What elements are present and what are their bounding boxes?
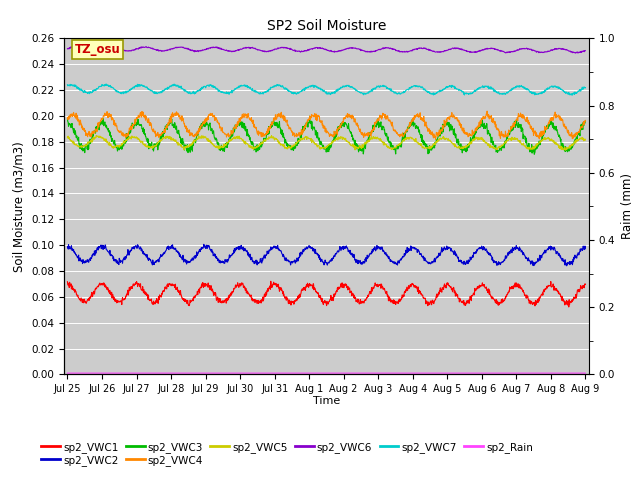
- Y-axis label: Soil Moisture (m3/m3): Soil Moisture (m3/m3): [13, 141, 26, 272]
- X-axis label: Time: Time: [313, 396, 340, 406]
- Text: TZ_osu: TZ_osu: [74, 44, 120, 57]
- Y-axis label: Raim (mm): Raim (mm): [621, 173, 634, 240]
- Legend: sp2_VWC1, sp2_VWC2, sp2_VWC3, sp2_VWC4, sp2_VWC5, sp2_VWC6, sp2_VWC7, sp2_Rain: sp2_VWC1, sp2_VWC2, sp2_VWC3, sp2_VWC4, …: [37, 438, 537, 470]
- Title: SP2 Soil Moisture: SP2 Soil Moisture: [267, 19, 386, 33]
